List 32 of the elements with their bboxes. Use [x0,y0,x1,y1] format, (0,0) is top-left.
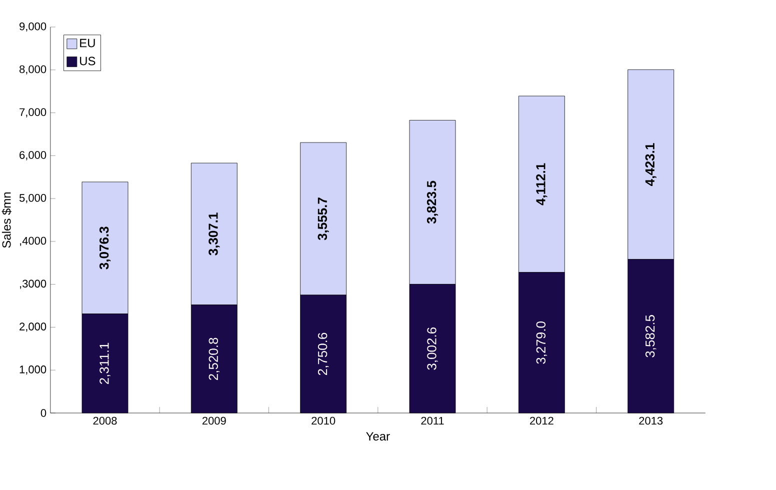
legend-label: EU [80,38,95,48]
x-tick-label: 2011 [421,416,444,425]
legend-label: US [80,56,96,66]
x-tick-label: 2012 [530,416,554,425]
data-label: 3,076.3 [99,226,111,270]
y-tick-label: ,4000 [20,236,46,246]
y-axis-title: Sales $mn [2,192,12,248]
x-tick-label: 2008 [93,416,117,425]
data-label: 3,582.5 [645,315,656,358]
y-tick-label: 9,000 [20,22,46,32]
data-label: 2,311.1 [100,342,110,384]
data-label: 3,279.0 [536,322,548,364]
x-axis-title: Year [366,432,390,441]
y-tick-label: 8,000 [20,65,46,74]
data-label: 3,002.6 [427,328,438,370]
y-tick-label: 5,000 [19,194,46,204]
data-label: 2,520.8 [208,338,220,380]
data-label: 3,555.7 [318,198,329,240]
data-label: 4,423.1 [645,143,656,186]
y-tick-label: 6,000 [20,151,46,160]
y-tick-label: 2,000 [20,322,46,332]
data-label: 4,112.1 [536,163,548,206]
x-tick-label: 2009 [202,416,226,425]
y-tick-label: 1,000 [20,366,46,375]
y-tick-label: ,3000 [20,280,46,289]
x-tick-label: 2010 [312,416,336,425]
y-tick-label: 7,000 [20,108,46,118]
y-tick-label: 0 [40,409,46,417]
data-label: 2,750.6 [318,332,329,376]
data-label: 3,823.5 [426,180,438,224]
x-tick-label: 2013 [639,416,663,425]
data-label: 3,307.1 [208,212,220,256]
